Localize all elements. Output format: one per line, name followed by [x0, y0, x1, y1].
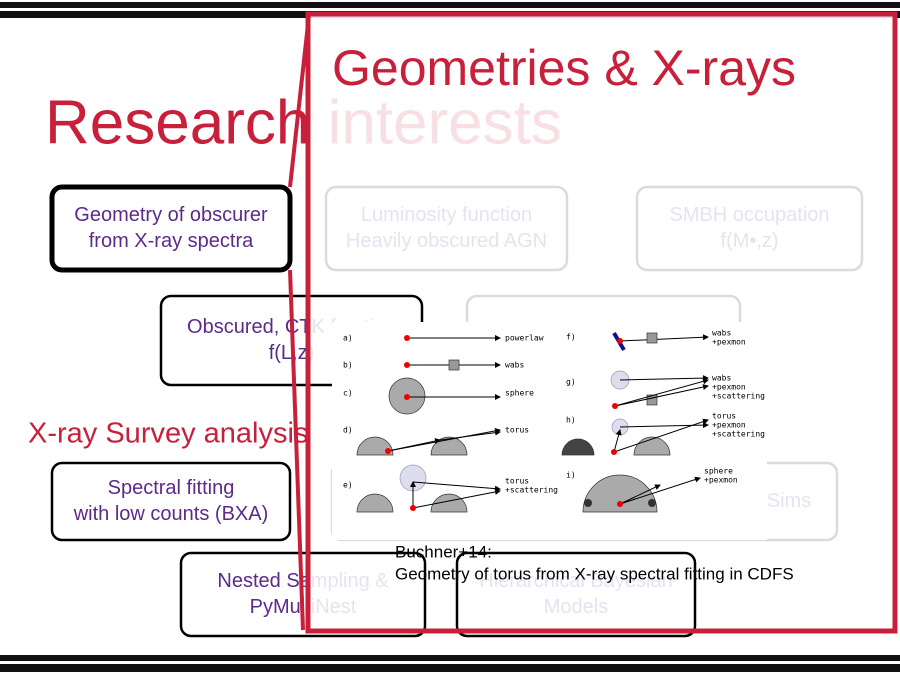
popup-title: Geometries & X-rays — [332, 40, 796, 96]
ray — [614, 384, 709, 407]
panel-label: f) — [566, 333, 576, 342]
model-label: torus — [505, 477, 529, 486]
absorber — [646, 332, 658, 344]
model-label: sphere — [505, 389, 534, 398]
model-label: sphere — [704, 467, 733, 476]
torus — [633, 436, 671, 456]
caption: Buchner+14: — [395, 542, 492, 561]
panel-label: i) — [566, 471, 576, 480]
ray — [412, 489, 501, 509]
source-dot — [410, 505, 416, 511]
source-dot — [611, 449, 617, 455]
model-label: wabs — [712, 329, 731, 338]
panel-label: a) — [343, 334, 353, 343]
inner-dot — [648, 499, 656, 507]
ray — [387, 438, 441, 452]
bottom-bar — [0, 664, 900, 672]
ray — [619, 375, 709, 382]
panel-label: b) — [343, 361, 353, 370]
source-dot — [385, 448, 391, 454]
source-dot — [404, 335, 410, 341]
ray — [412, 481, 501, 492]
model-label: +pexmon — [704, 476, 738, 485]
absorber — [646, 394, 658, 406]
figure-background — [332, 322, 767, 540]
topic-text: Geometry of obscurer — [74, 204, 268, 226]
callout-line — [288, 269, 305, 631]
caption: Geometry of torus from X-ray spectral fi… — [395, 564, 794, 583]
panel-label: h) — [566, 416, 576, 425]
topic-text: with low counts (BXA) — [73, 503, 269, 525]
topic-text: from X-ray spectra — [89, 230, 254, 252]
model-label: +scattering — [712, 430, 765, 439]
topic-box — [455, 551, 697, 638]
model-label: +pexmon — [712, 383, 746, 392]
panel-label: c) — [343, 389, 353, 398]
model-label: powerlaw — [505, 334, 544, 343]
ray — [613, 429, 622, 453]
popup-frame — [305, 11, 898, 634]
inner-dot — [584, 499, 592, 507]
model-label: +scattering — [712, 392, 765, 401]
model-label: torus — [505, 426, 529, 435]
source-dot — [617, 338, 623, 344]
model-label: +pexmon — [712, 338, 746, 347]
ray — [619, 422, 709, 429]
topic-box — [49, 184, 293, 273]
ray — [619, 476, 701, 505]
panel-label: e) — [343, 481, 353, 490]
topic-text: Spectral fitting — [108, 477, 235, 499]
source-dot — [612, 403, 618, 409]
section-title: X-ray Survey analysis — [28, 418, 308, 450]
ray — [619, 334, 709, 342]
source-dot — [404, 362, 410, 368]
top-bar — [0, 2, 900, 8]
topic-box — [50, 461, 292, 542]
model-label: wabs — [712, 374, 731, 383]
ray — [439, 429, 501, 441]
ray — [619, 484, 661, 505]
source-dot — [617, 501, 623, 507]
panel-label: d) — [343, 426, 353, 435]
source-dot — [404, 394, 410, 400]
torus — [561, 438, 595, 456]
model-label: torus — [712, 412, 736, 421]
panel-label: g) — [566, 378, 576, 387]
model-label: +scattering — [505, 486, 558, 495]
torus — [356, 493, 394, 513]
topic-box — [179, 551, 427, 638]
bottom-bar — [0, 655, 900, 661]
ray — [614, 378, 709, 407]
torus — [356, 436, 394, 456]
model-label: wabs — [505, 361, 524, 370]
absorber — [448, 359, 460, 371]
model-label: +pexmon — [712, 421, 746, 430]
